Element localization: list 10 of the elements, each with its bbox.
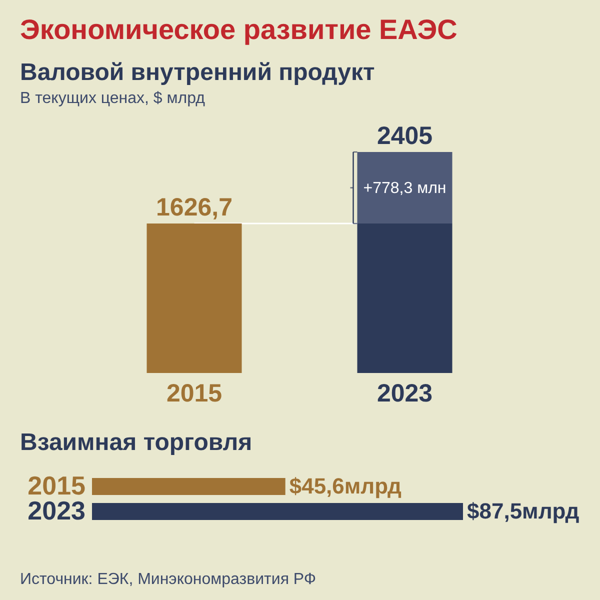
- data-label: 1626,7: [156, 194, 232, 222]
- data-label: +778,3 млн: [363, 180, 446, 197]
- data-label: $45,6млрд: [289, 474, 402, 498]
- chart-subtitle: В текущих ценах, $ млрд: [20, 90, 206, 107]
- chart-title: Взаимная торговля: [20, 429, 252, 456]
- data-label: $87,5млрд: [467, 498, 580, 524]
- text: Источник: ЕЭК, Минэкономразвития РФ: [20, 571, 316, 588]
- total-label: 2405: [376, 122, 433, 150]
- chart-title: Валовой внутренний продукт: [20, 59, 375, 86]
- text: Экономическое развитие ЕАЭС: [20, 13, 458, 47]
